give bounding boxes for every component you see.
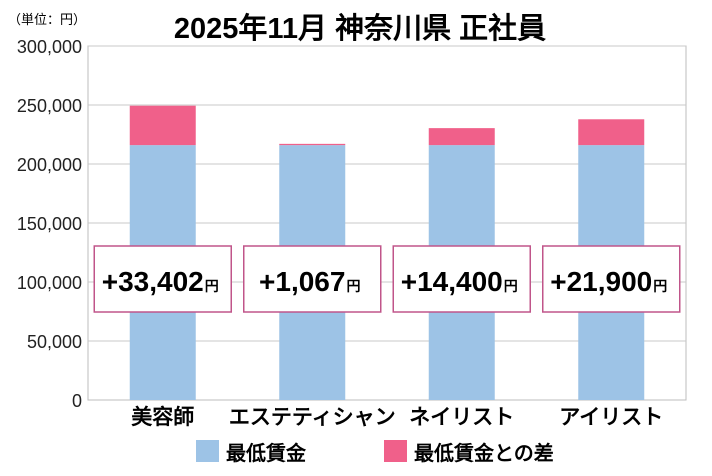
x-category-label: エステティシャン <box>229 405 396 429</box>
difference-unit: 円 <box>346 279 360 295</box>
bar-wage-difference <box>129 105 196 146</box>
legend: 最低賃金 最低賃金との差 <box>196 440 554 465</box>
difference-label: +1,067 <box>259 266 345 297</box>
difference-box <box>392 245 531 313</box>
difference-box <box>542 245 681 313</box>
difference-label: +21,900 <box>550 266 652 297</box>
y-tick-label: 50,000 <box>27 332 82 352</box>
difference-label: +14,400 <box>401 266 503 297</box>
legend-swatch <box>384 440 407 462</box>
y-tick-label: 0 <box>72 391 82 411</box>
bar-wage-difference <box>428 128 495 146</box>
unit-label: （単位：円） <box>8 12 86 28</box>
chart-title: 2025年11月 神奈川県 正社員 <box>174 11 546 45</box>
plot-area: 0 50,000 100,000 150,000 200,000 250,000 300,0… <box>17 37 687 429</box>
y-tick-label: 250,000 <box>17 96 82 116</box>
difference-unit: 円 <box>205 279 219 295</box>
legend-label: 最低賃金 <box>226 441 307 465</box>
difference-label: +33,402 <box>102 266 204 297</box>
y-tick-label: 150,000 <box>17 214 82 234</box>
y-tick-label: 300,000 <box>17 37 82 57</box>
bar-wage-difference <box>578 119 645 146</box>
x-category-label: 美容師 <box>131 405 194 429</box>
difference-unit: 円 <box>653 279 667 295</box>
x-category-label: アイリスト <box>559 405 663 429</box>
legend-swatch <box>196 440 219 462</box>
x-category-label: ネイリスト <box>409 405 514 429</box>
y-tick-label: 100,000 <box>17 273 82 293</box>
y-tick-label: 200,000 <box>17 155 82 175</box>
legend-label: 最低賃金との差 <box>414 441 554 465</box>
difference-box <box>93 245 232 313</box>
bar-wage-difference <box>279 143 346 146</box>
difference-box <box>243 245 382 313</box>
difference-unit: 円 <box>504 279 518 295</box>
